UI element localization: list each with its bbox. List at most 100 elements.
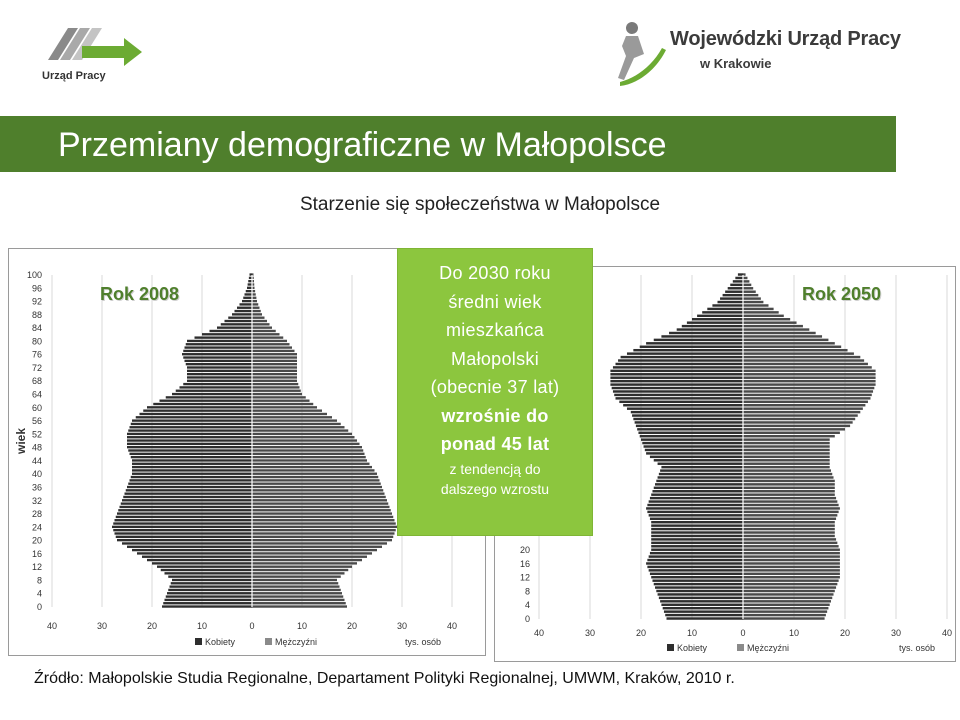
pyramid-2008-bar-kobiety <box>114 519 252 522</box>
pyramid-2008-x-tick-label: 30 <box>397 621 407 631</box>
pyramid-2008-bar-kobiety <box>128 482 252 485</box>
pyramid-2008-bar-mezczyzni <box>252 406 317 409</box>
pyramid-2008-bar-kobiety <box>209 329 252 333</box>
pyramid-2008-bar-mezczyzni <box>252 479 380 482</box>
pyramid-2050-bar-kobiety <box>651 534 743 538</box>
pyramid-2008-bar-mezczyzni <box>252 339 287 343</box>
pyramid-2050-bar-mezczyzni <box>743 397 871 400</box>
pyramid-2050-bar-mezczyzni <box>743 431 840 434</box>
pyramid-2008-y-tick-label: 40 <box>32 469 42 479</box>
pyramid-2008-bar-kobiety <box>147 406 252 409</box>
pyramid-2008-bar-kobiety <box>164 572 252 575</box>
pyramid-2050-bar-kobiety <box>652 490 743 493</box>
pyramid-2050-bar-kobiety <box>662 606 743 610</box>
pyramid-2050-bar-mezczyzni <box>743 438 830 441</box>
pyramid-2008-bar-kobiety <box>129 426 252 429</box>
pyramid-2008-bar-kobiety <box>184 359 252 363</box>
pyramid-2050-bar-mezczyzni <box>743 606 829 610</box>
callout-line-3: mieszkańca <box>445 320 545 340</box>
pyramid-2008-bar-mezczyzni <box>252 336 284 339</box>
pyramid-2050-x-tick-label: 10 <box>789 628 799 638</box>
pyramid-2050-bar-mezczyzni <box>743 496 837 500</box>
pyramid-2008-bar-mezczyzni <box>252 475 379 479</box>
pyramid-2050-bar-mezczyzni <box>743 576 840 579</box>
pyramid-2008-y-tick-label: 76 <box>32 350 42 360</box>
pyramid-2050-bar-mezczyzni <box>743 520 835 524</box>
pyramid-2050-bar-mezczyzni <box>743 538 837 541</box>
pyramid-2008-legend-mezczyzni: Mężczyźni <box>275 637 317 647</box>
pyramid-2050-bar-mezczyzni <box>743 569 840 572</box>
pyramid-2008-bar-mezczyzni <box>252 372 297 376</box>
pyramid-2050-bar-kobiety <box>737 273 743 276</box>
pyramid-2050-bar-mezczyzni <box>743 311 779 314</box>
pyramid-2008-bar-mezczyzni <box>252 429 349 432</box>
pyramid-2008-bar-kobiety <box>130 475 252 479</box>
pyramid-2008-bar-kobiety <box>143 409 252 412</box>
pyramid-2008-bar-mezczyzni <box>252 462 370 465</box>
pyramid-2008-bar-kobiety <box>242 299 252 303</box>
pyramid-2050-bar-mezczyzni <box>743 280 750 283</box>
pyramid-2050-bar-mezczyzni <box>743 390 874 393</box>
pyramid-2050-bar-kobiety <box>730 283 743 287</box>
pyramid-2050-x-tick-label: 0 <box>740 628 745 638</box>
pyramid-2050-bar-kobiety <box>649 572 743 576</box>
pyramid-2008-x-tick-label: 40 <box>47 621 57 631</box>
pyramid-2050-bar-mezczyzni <box>743 404 866 407</box>
pyramid-2050-bar-kobiety <box>647 510 743 514</box>
pyramid-2008-bar-kobiety <box>127 436 252 439</box>
pyramid-2050-x-tick-label: 30 <box>585 628 595 638</box>
pyramid-2008-bar-kobiety <box>129 452 252 456</box>
pyramid-2050-bar-mezczyzni <box>743 297 761 300</box>
page-title: Przemiany demograficzne w Małopolsce <box>58 126 667 164</box>
pyramid-2008-bar-mezczyzni <box>252 293 256 296</box>
pyramid-2050-bar-mezczyzni <box>743 555 840 558</box>
pyramid-2008-bar-kobiety <box>132 469 252 472</box>
pyramid-2008-bar-kobiety <box>132 462 252 465</box>
pyramid-2008-y-tick-label: 52 <box>32 429 42 439</box>
pyramid-2008-bar-kobiety <box>122 499 252 502</box>
pyramid-2008-title: Rok 2008 <box>100 284 180 304</box>
pyramid-2050-bar-kobiety <box>632 414 743 417</box>
pyramid-2008-bar-mezczyzni <box>252 542 387 545</box>
pyramid-2008-y-tick-label: 72 <box>32 363 42 373</box>
pyramid-2008-bar-mezczyzni <box>252 303 259 306</box>
pyramid-2050-bar-kobiety <box>626 407 743 410</box>
pyramid-2050-bar-mezczyzni <box>743 600 831 603</box>
pyramid-2008-bar-mezczyzni <box>252 323 270 326</box>
pyramid-2008-bar-kobiety <box>132 548 252 552</box>
pyramid-2008-bar-mezczyzni <box>252 598 345 602</box>
pyramid-2008-bar-kobiety <box>182 353 252 356</box>
pyramid-2008-bar-kobiety <box>163 602 252 605</box>
pyramid-2050-bar-mezczyzni <box>743 610 828 613</box>
pyramid-2008-bar-kobiety <box>112 525 252 529</box>
pyramid-2050-bar-kobiety <box>692 318 743 321</box>
pyramid-2050-bar-mezczyzni <box>743 445 830 448</box>
pyramid-2008-x-tick-label: 20 <box>147 621 157 631</box>
pyramid-2008-bar-kobiety <box>142 555 252 558</box>
pyramid-2008-y-tick-label: 12 <box>32 562 42 572</box>
pyramid-2008-y-tick-label: 16 <box>32 549 42 559</box>
pyramid-2008-bar-kobiety <box>187 369 252 373</box>
pyramid-2050-bar-kobiety <box>649 517 743 520</box>
pyramid-2008-bar-mezczyzni <box>252 289 256 293</box>
pyramid-2050-bar-kobiety <box>619 400 743 404</box>
pyramid-2008-bar-mezczyzni <box>252 449 364 452</box>
pyramid-2050-bar-mezczyzni <box>743 318 791 321</box>
pyramid-2050-bar-mezczyzni <box>743 603 830 606</box>
pyramid-2008-bar-kobiety <box>187 372 252 376</box>
pyramid-2050-bar-mezczyzni <box>743 348 848 352</box>
pyramid-2008-bar-mezczyzni <box>252 366 297 369</box>
pyramid-2050-bar-kobiety <box>686 321 743 324</box>
pyramid-2050-bar-mezczyzni <box>743 586 837 589</box>
pyramid-2050-panel: 0 4 8 12 16 20 40 30 20 10 0 10 20 30 40 tys. osób Kobie… <box>494 266 956 662</box>
pyramid-2050-bar-kobiety <box>656 479 743 483</box>
pyramid-2050-bar-mezczyzni <box>743 462 830 465</box>
callout-line-1: Do 2030 roku <box>439 263 551 283</box>
pyramid-2008-x-tick-label: 10 <box>197 621 207 631</box>
pyramid-2008-y-tick-label: 96 <box>32 283 42 293</box>
pyramid-2008-bar-mezczyzni <box>252 452 365 456</box>
pyramid-2008-bar-kobiety <box>127 442 252 446</box>
pyramid-2050-bar-kobiety <box>646 452 743 455</box>
pyramid-2050-bar-kobiety <box>657 593 743 596</box>
pyramid-2008-bar-kobiety <box>245 289 252 293</box>
